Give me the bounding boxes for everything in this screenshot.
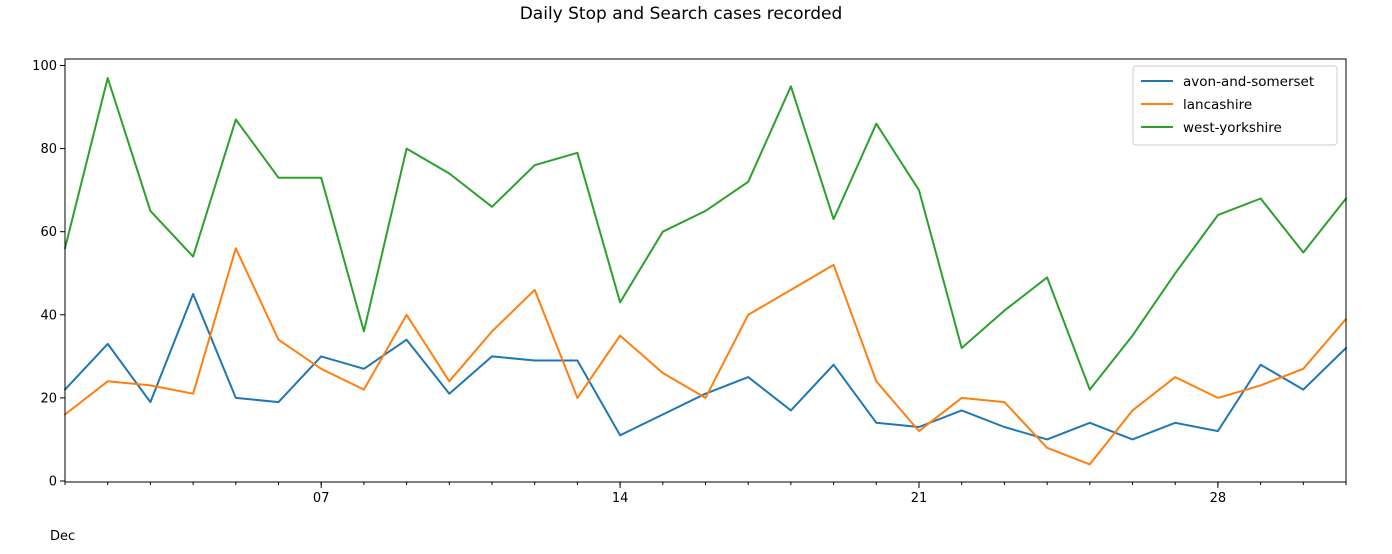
x-axis-month-label: Dec [50,529,75,544]
series-layer [64,77,1347,466]
chart-title: Daily Stop and Search cases recorded [520,4,843,24]
legend-frame [1132,65,1338,146]
legend-label-west-yorkshire: west-yorkshire [1183,120,1282,136]
x-tick-label: 14 [612,491,629,506]
x-axis: 07 14 21 28 [64,482,1347,506]
y-tick-label: 100 [32,59,57,74]
legend-label-avon-and-somerset: avon-and-somerset [1183,74,1314,90]
y-axis: 0 20 40 60 80 100 [32,59,65,490]
y-tick-label: 80 [40,142,57,157]
legend: avon-and-somerset lancashire west-yorkshir… [1132,65,1338,146]
y-tick-label: 0 [49,475,57,490]
x-tick-label: 21 [911,491,928,506]
y-tick-label: 60 [40,225,57,240]
x-tick-label: 07 [313,491,330,506]
y-tick-label: 40 [40,308,57,323]
y-tick-label: 20 [40,391,57,406]
series-line-avon-and-somerset [64,293,1347,441]
series-line-west-yorkshire [64,77,1347,391]
legend-label-lancashire: lancashire [1183,97,1252,113]
series-line-lancashire [64,247,1347,466]
x-tick-label: 28 [1210,491,1227,506]
